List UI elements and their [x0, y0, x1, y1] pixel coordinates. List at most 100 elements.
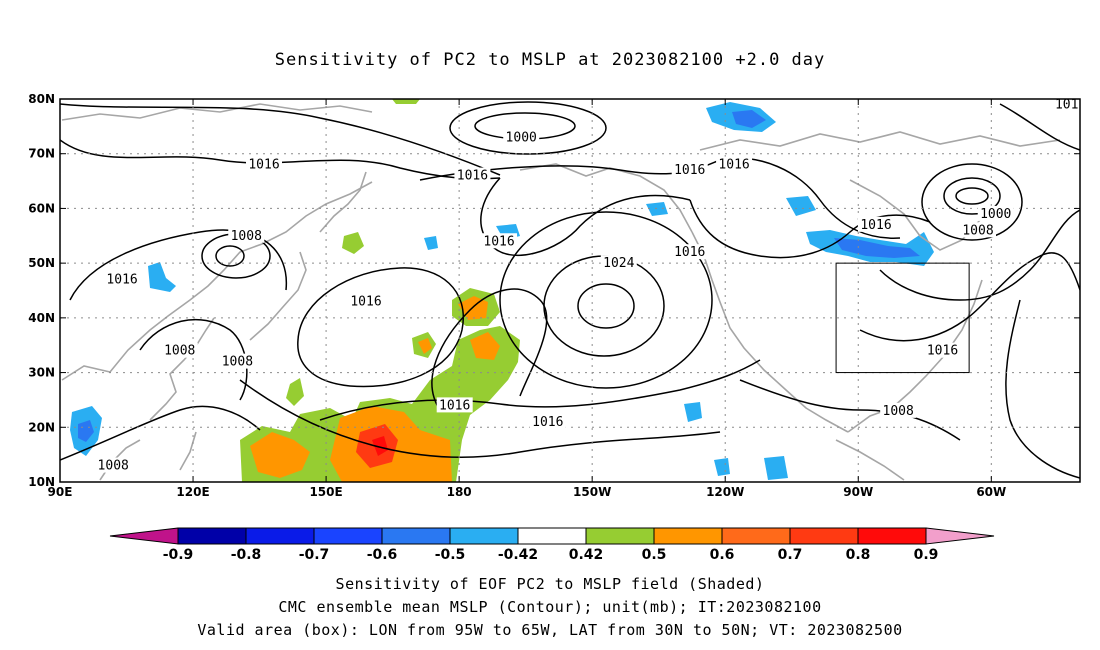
colorbar-label: -0.5	[435, 547, 466, 563]
axis-ticks	[59, 98, 1080, 483]
lon-tick-label: 90W	[843, 485, 873, 499]
shade-positive-top	[392, 99, 420, 104]
coast-north-america-west	[691, 231, 849, 433]
axis-tick-labels: 90E 120E 150E 180 150W 120W 90W 60W 80N 70N 60N 50N…	[28, 92, 1006, 499]
shade-negative-small-6	[714, 458, 730, 476]
contour-label: 1008	[231, 229, 262, 244]
contour-label-bg	[529, 413, 566, 429]
contour-1008-asia-low-2	[215, 245, 245, 267]
contour-101-top-right	[999, 103, 1080, 151]
colorbar-swatch	[585, 527, 655, 545]
lon-tick-label: 150E	[309, 485, 342, 499]
colorbar-swatch	[177, 527, 247, 545]
contour-label-bg	[503, 129, 540, 145]
contour-label-bg	[481, 233, 518, 249]
shade-negative-arctic-core	[732, 110, 766, 128]
contour-label: 1016	[483, 234, 514, 249]
contour-label-bg	[924, 342, 961, 358]
shade-positive-small-4	[286, 378, 304, 406]
contour-1000-canada-low	[943, 177, 1001, 215]
colorbar-label: -0.8	[231, 547, 262, 563]
chart-title: Sensitivity of PC2 to MSLP at 2023082100…	[274, 50, 826, 70]
coast-canada-arctic	[699, 131, 1061, 151]
shade-negative-small-3	[786, 196, 816, 216]
contour-label-bg	[858, 216, 894, 232]
caption-line-1: Sensitivity of EOF PC2 to MSLP field (Sh…	[335, 575, 765, 593]
shaded-sensitivity	[70, 99, 934, 482]
coast-central-america	[835, 439, 905, 481]
colorbar-swatch	[245, 527, 315, 545]
colorbar-swatch	[721, 527, 791, 545]
lat-tick-label: 80N	[28, 92, 55, 106]
map-frame	[59, 98, 1081, 483]
coast-kamchatka	[319, 171, 367, 233]
coastlines	[61, 103, 1061, 481]
shade-negative-asia-2	[148, 262, 176, 292]
shade-positive-orange-3	[470, 332, 500, 360]
colorbar-swatch	[449, 527, 519, 545]
shade-negative-small-4	[684, 402, 702, 422]
lon-tick-label: 60W	[976, 485, 1006, 499]
lon-tick-label: 180	[447, 485, 472, 499]
valid-area-box	[835, 262, 970, 374]
colorbar-swatch	[381, 527, 451, 545]
lat-tick-label: 40N	[28, 311, 55, 325]
colorbar-label: 0.8	[846, 547, 871, 563]
lon-tick-label: 150W	[573, 485, 611, 499]
lat-tick-label: 50N	[28, 256, 55, 270]
shade-negative-asia-1-core	[78, 420, 94, 442]
caption-line-2: CMC ensemble mean MSLP (Contour); unit(m…	[278, 598, 822, 616]
contour-label-bg	[104, 271, 141, 287]
contour-label-bg	[436, 397, 473, 413]
colorbar-swatch	[517, 527, 587, 545]
colorbar-swatch	[653, 527, 723, 545]
contour-1000-canada-low-inner	[955, 187, 989, 205]
contour-label-bg	[671, 244, 708, 260]
contour-label: 1016	[674, 163, 705, 178]
shade-positive-small-3	[342, 232, 364, 254]
contour-1016-na-ridge	[719, 157, 901, 239]
contour-label: 1016	[248, 158, 279, 173]
lat-tick-label: 10N	[28, 475, 55, 489]
contour-label: 1000	[980, 207, 1011, 222]
contour-1024-high-inner	[577, 283, 635, 329]
colorbar-swatch	[313, 527, 383, 545]
colorbar-label: 0.9	[914, 547, 939, 563]
lat-tick-label: 30N	[28, 366, 55, 380]
contour-1008-canada-low	[921, 163, 1023, 241]
colorbar-labels: -0.9 -0.8 -0.7 -0.6 -0.5 -0.42 0.42 0.5 0.6 0.7 0.…	[163, 547, 939, 563]
shade-negative-small-5	[764, 456, 788, 480]
colorbar-swatch	[789, 527, 859, 545]
lon-tick-label: 90E	[48, 485, 73, 499]
mslp-contours	[60, 101, 1080, 479]
contour-label: 1008	[883, 404, 914, 419]
shade-negative-small-7	[424, 236, 438, 250]
shade-positive-red-2	[372, 436, 388, 456]
coast-arctic-siberia	[61, 103, 373, 121]
contour-label-bg	[246, 156, 282, 172]
colorbar-label: 0.7	[778, 547, 803, 563]
contour-label-bg	[880, 402, 917, 418]
lon-tick-label: 120E	[176, 485, 209, 499]
lon-tick-label: 120W	[706, 485, 744, 499]
contour-label: 1008	[222, 355, 253, 370]
contour-label: 1016	[532, 415, 563, 430]
contour-1016-tropical	[319, 359, 761, 421]
colorbar-label: -0.6	[367, 547, 398, 563]
contour-label-bg	[95, 457, 132, 473]
colorbar-swatch	[857, 527, 927, 545]
contour-label: 1016	[439, 398, 470, 413]
contour-1016-east-na	[879, 209, 1080, 301]
contour-1008-central-america	[739, 379, 961, 441]
contour-1016-far-right	[1005, 299, 1080, 479]
contour-label-bg	[977, 205, 1014, 221]
caption-line-3: Valid area (box): LON from 95W to 65W, L…	[197, 621, 903, 639]
colorbar-left-arrow	[109, 527, 179, 545]
contour-label: 1016	[718, 158, 749, 173]
coast-philippines	[179, 431, 197, 471]
coast-east-asia	[61, 181, 373, 381]
contour-1016-north-asia	[60, 139, 501, 180]
contour-1016-tropical-2	[239, 379, 721, 458]
